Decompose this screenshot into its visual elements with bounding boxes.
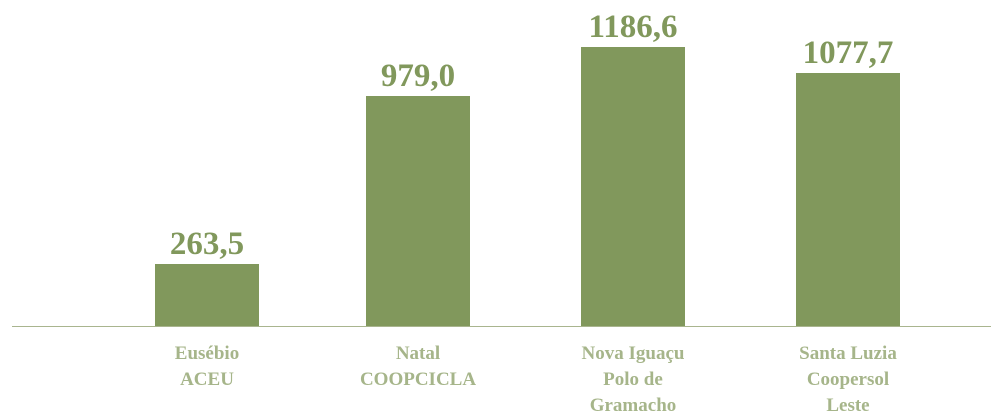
data-label: 1186,6 — [588, 8, 678, 45]
axis-line — [12, 326, 991, 327]
data-label: 263,5 — [169, 226, 245, 263]
bar — [155, 264, 259, 326]
data-label: 1077,7 — [802, 34, 894, 71]
data-label: 979,0 — [380, 57, 456, 94]
category-label: Natal COOPCICLA — [359, 343, 477, 390]
category-label: Nova Iguaçu Polo de Gramacho — [581, 343, 685, 416]
bar — [366, 95, 470, 326]
category-label: Santa Luzia Coopersol Leste — [799, 343, 897, 416]
bar — [581, 46, 685, 326]
category-label: Eusébio ACEU — [174, 343, 240, 390]
bar — [796, 72, 900, 326]
